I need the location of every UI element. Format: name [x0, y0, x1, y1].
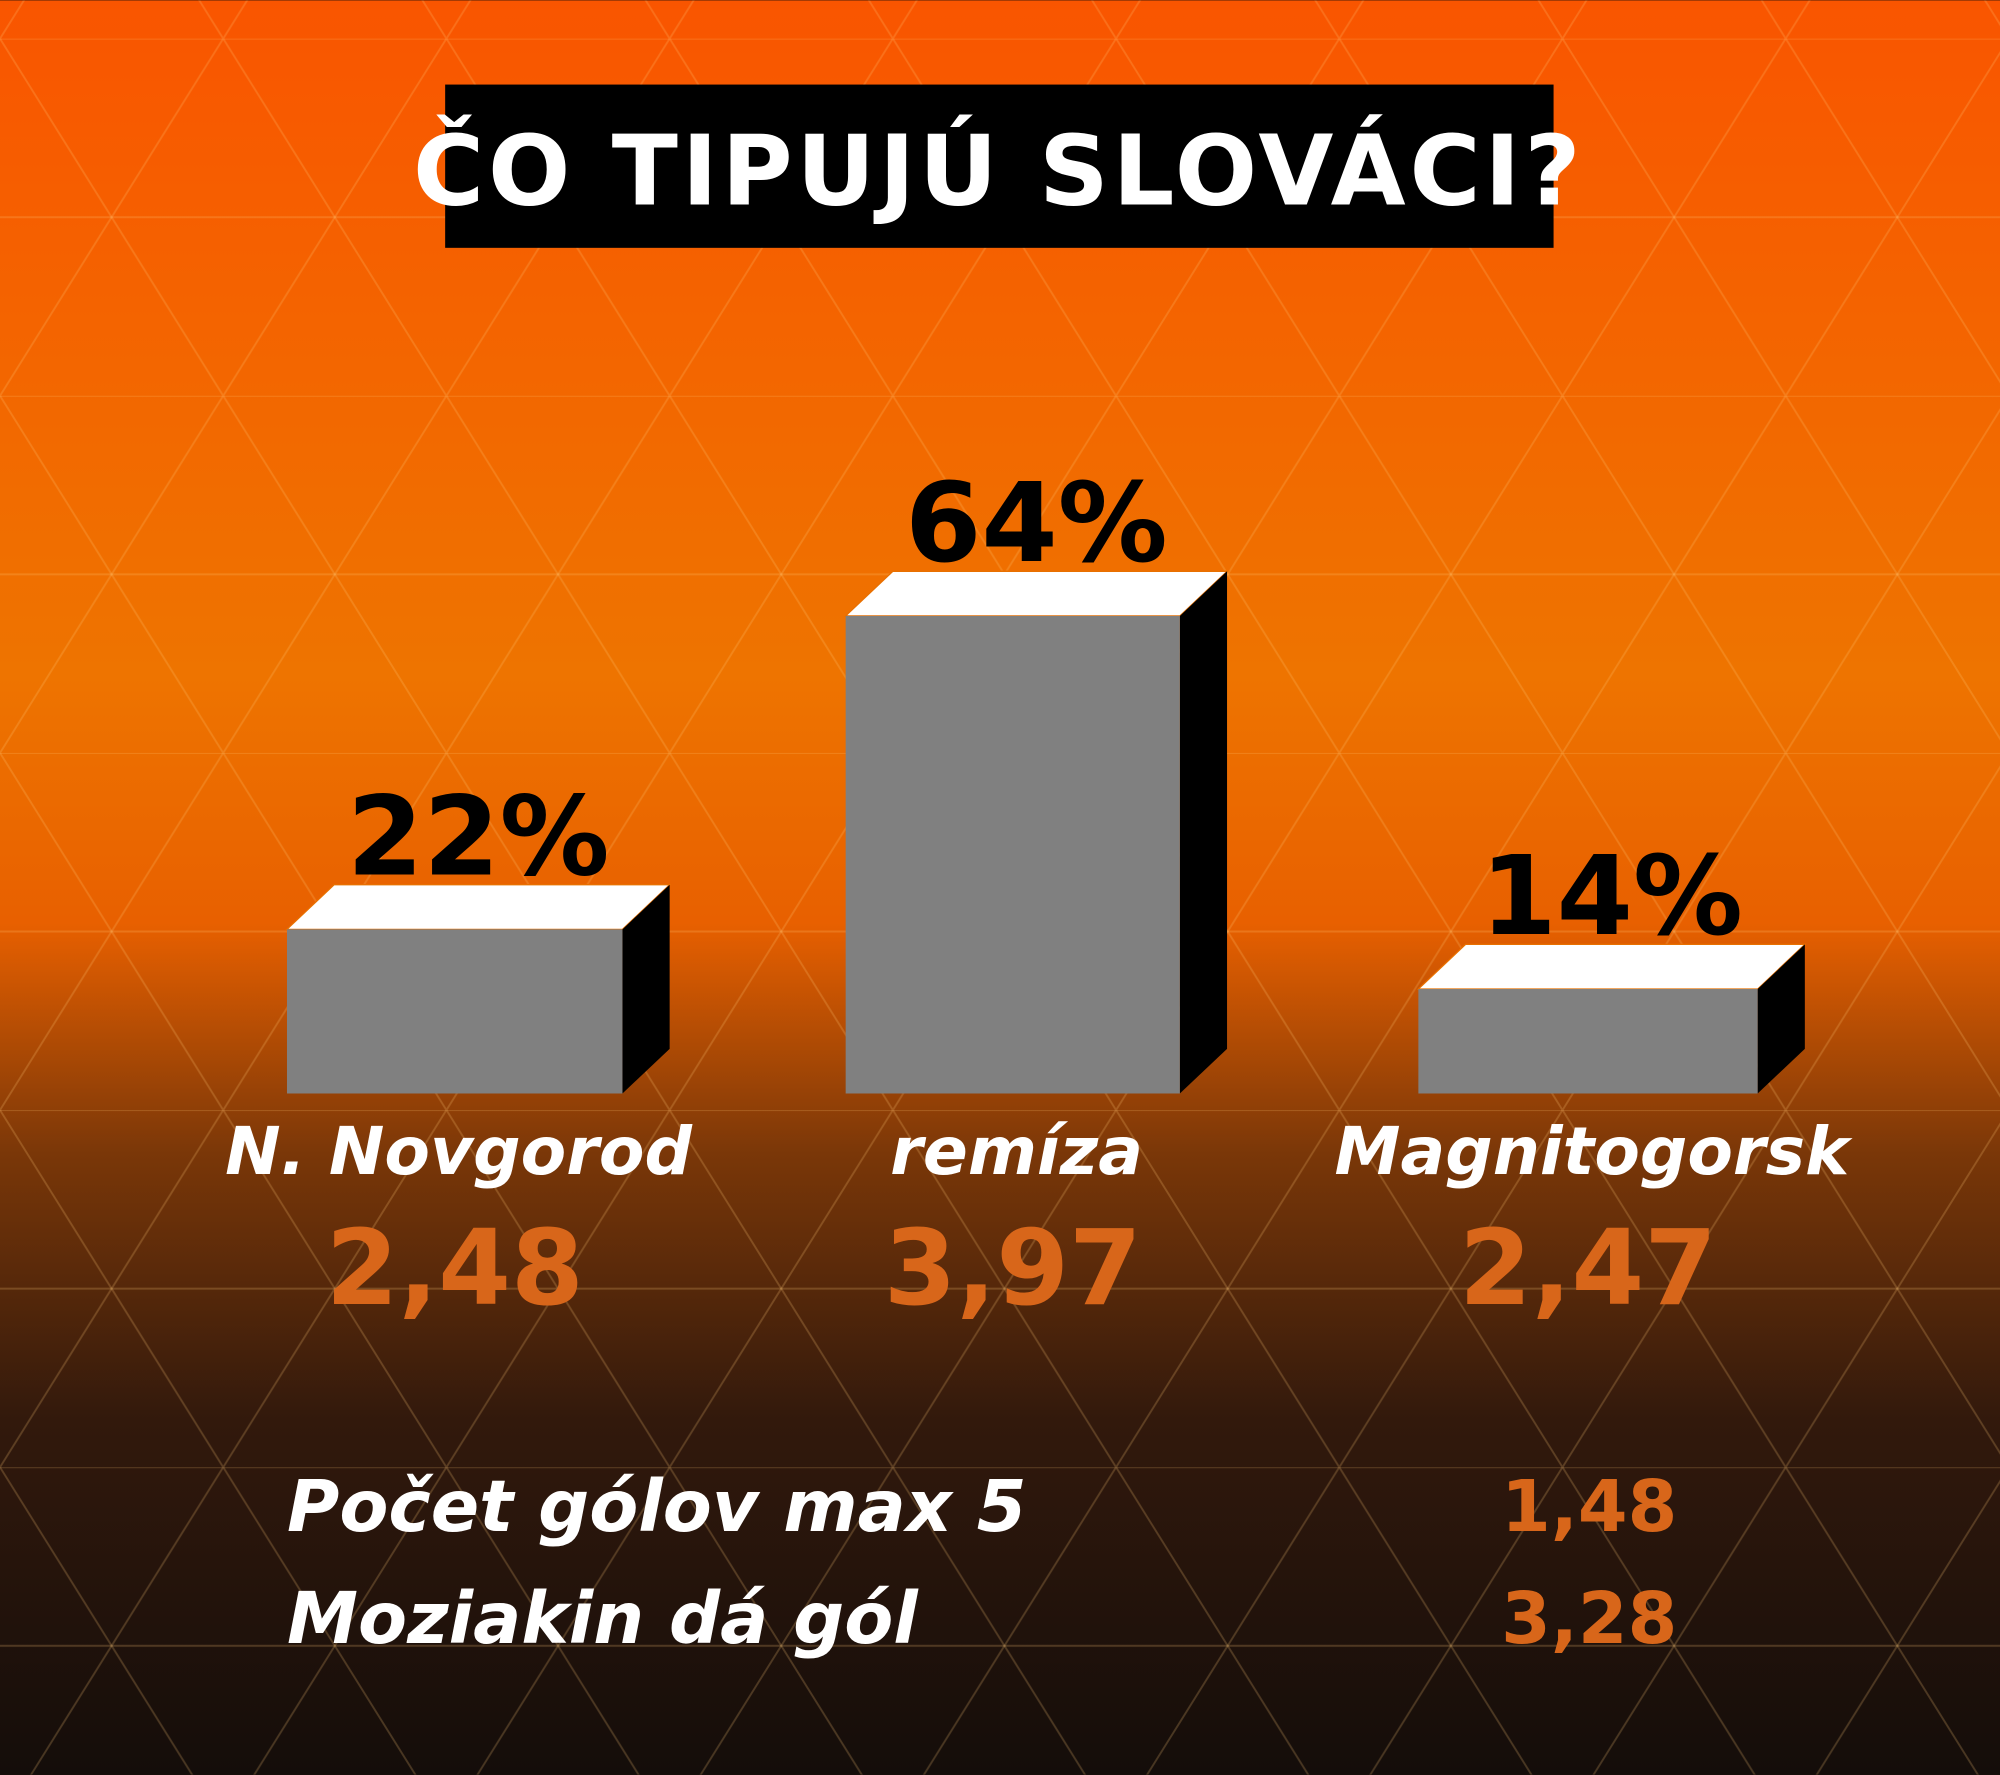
bar-side [1757, 944, 1805, 1094]
extra-bet-label: Moziakin dá gól [287, 1577, 919, 1660]
odds-value: 2,47 [1459, 1207, 1717, 1329]
extra-bet-odds: 1,48 [1501, 1465, 1677, 1548]
category-label: N. Novgorod [225, 1112, 693, 1190]
bar [845, 615, 1180, 1094]
bar-value-label: 14% [1480, 832, 1743, 960]
bar-group: 22% N. Novgorod 2,48 64% remíza 3,97 14% Magnit… [225, 459, 1853, 1329]
title-box [445, 84, 1554, 248]
page-title: ČO TIPUJÚ SLOVÁCI? [413, 114, 1584, 227]
bar [286, 929, 623, 1094]
odds-value: 3,97 [884, 1207, 1142, 1329]
category-label: remíza [890, 1112, 1143, 1190]
bar-side [622, 884, 670, 1094]
category-label: Magnitogorsk [1334, 1112, 1853, 1190]
extra-bets: Počet gólov max 5 1,48 Moziakin dá gól 3… [287, 1465, 1677, 1660]
bar-value-label: 64% [905, 459, 1168, 587]
odds-value: 2,48 [326, 1207, 584, 1329]
bar [1418, 989, 1758, 1094]
extra-bet-odds: 3,28 [1501, 1577, 1677, 1660]
extra-bet-label: Počet gólov max 5 [287, 1465, 1026, 1548]
bar-side [1179, 571, 1228, 1094]
bar-value-label: 22% [347, 772, 610, 900]
